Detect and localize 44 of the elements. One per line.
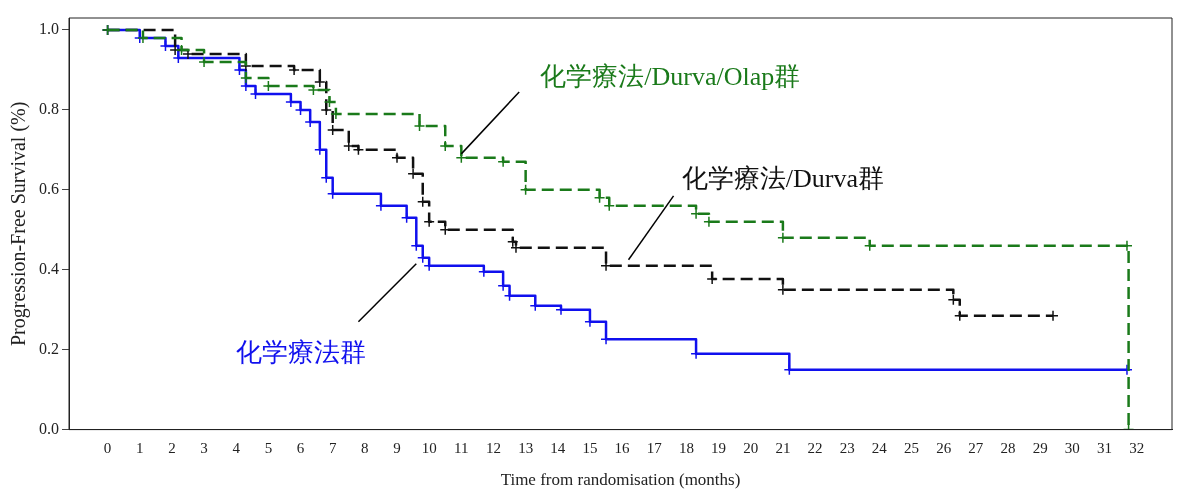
- x-tick-label: 26: [936, 439, 952, 456]
- x-tick-label: 18: [678, 439, 694, 456]
- y-tick-label: 0.8: [39, 100, 59, 118]
- x-tick-label: 3: [200, 439, 208, 456]
- x-tick-label: 8: [361, 439, 369, 456]
- x-tick-label: 22: [807, 439, 823, 456]
- y-tick-label: 0.6: [39, 180, 59, 198]
- x-tick-label: 15: [582, 439, 598, 456]
- x-tick-label: 9: [393, 439, 401, 456]
- x-tick-label: 30: [1064, 439, 1080, 456]
- x-tick-label: 25: [904, 439, 920, 456]
- x-tick-label: 17: [646, 439, 663, 456]
- x-tick-label: 29: [1032, 439, 1048, 456]
- x-tick-label: 16: [614, 439, 631, 456]
- y-axis-title: Progression-Free Survival (%): [7, 101, 31, 346]
- x-tick-label: 6: [296, 439, 305, 456]
- x-tick-label: 23: [839, 439, 855, 456]
- x-tick-label: 13: [518, 439, 534, 456]
- x-tick-label: 28: [1000, 439, 1016, 456]
- x-tick-label: 2: [168, 439, 176, 456]
- x-tick-label: 32: [1129, 439, 1145, 456]
- x-tick-label: 24: [871, 439, 888, 456]
- text: 化学療法/Durva/Olap群: [540, 61, 801, 91]
- y-tick-label: 0.2: [39, 339, 59, 357]
- x-tick-label: 14: [550, 439, 566, 456]
- y-tick-label: 1.0: [39, 20, 59, 38]
- x-tick-label: 4: [232, 439, 241, 456]
- y-tick-label: 0.0: [39, 419, 59, 437]
- x-tick-label: 31: [1096, 439, 1112, 456]
- x-tick-label: 20: [743, 439, 759, 456]
- x-tick-label: 27: [968, 439, 984, 456]
- x-tick-label: 10: [421, 439, 437, 456]
- x-axis-title: Time from randomisation (months): [500, 470, 741, 490]
- text: 化学療法/Durva群: [681, 163, 884, 193]
- x-tick-label: 19: [711, 439, 727, 456]
- x-tick-label: 21: [775, 439, 791, 456]
- x-tick-label: 0: [103, 439, 112, 456]
- y-tick-label: 0.4: [39, 259, 59, 277]
- x-tick-label: 7: [328, 439, 337, 456]
- x-tick-label: 1: [136, 439, 144, 456]
- x-tick-label: 11: [454, 439, 469, 456]
- text: 化学療法群: [235, 337, 366, 367]
- x-tick-label: 12: [485, 439, 501, 456]
- x-tick-label: 5: [264, 439, 273, 456]
